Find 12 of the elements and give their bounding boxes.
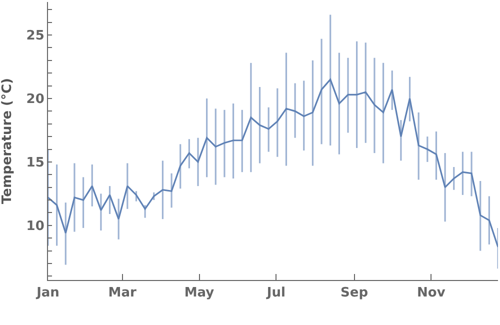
y-tick-label: 10 xyxy=(26,218,44,234)
line-series xyxy=(48,78,498,248)
y-axis-title: Temperature (°C) xyxy=(0,78,15,204)
y-tick-label: 20 xyxy=(26,92,44,108)
x-tick-label: May xyxy=(184,286,215,301)
x-tick-label: Jul xyxy=(266,286,286,301)
x-tick-label: Sep xyxy=(340,286,368,301)
x-tick-label: Nov xyxy=(417,286,446,301)
y-tick-label: 25 xyxy=(26,28,44,44)
x-tick-label: Jan xyxy=(36,286,60,301)
x-tick-label: Mar xyxy=(108,286,138,301)
y-tick-label: 15 xyxy=(26,156,44,170)
